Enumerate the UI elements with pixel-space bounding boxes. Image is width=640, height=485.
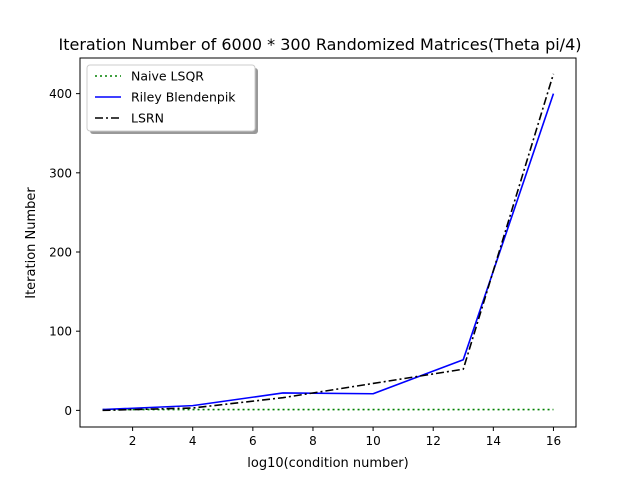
x-tick-label: 2 xyxy=(129,434,137,448)
legend: Naive LSQR Riley Blendenpik LSRN xyxy=(86,64,258,134)
legend-label: Naive LSQR xyxy=(131,69,204,84)
x-tick-label: 10 xyxy=(365,434,380,448)
x-axis-label: log10(condition number) xyxy=(247,456,408,471)
x-tick-label: 14 xyxy=(486,434,501,448)
legend-label: Riley Blendenpik xyxy=(131,90,236,105)
x-axis: 2 4 6 8 10 12 14 16 xyxy=(129,427,561,448)
series-line xyxy=(102,73,555,412)
y-tick-label: 100 xyxy=(49,325,72,339)
x-tick-label: 12 xyxy=(426,434,441,448)
plot-area xyxy=(102,73,555,412)
axes-frame xyxy=(79,57,577,428)
x-tick-label: 16 xyxy=(546,434,561,448)
y-tick-label: 300 xyxy=(49,166,72,180)
y-tick-label: 0 xyxy=(64,404,72,418)
y-axis: 0 100 200 300 400 xyxy=(49,87,80,418)
legend-label: LSRN xyxy=(131,111,164,126)
series-line xyxy=(102,93,555,411)
chart-title: Iteration Number of 6000 * 300 Randomize… xyxy=(59,35,582,54)
x-tick-label: 8 xyxy=(309,434,317,448)
y-tick-label: 400 xyxy=(49,87,72,101)
legend-box xyxy=(86,64,256,132)
x-tick-label: 6 xyxy=(249,434,257,448)
x-tick-label: 4 xyxy=(189,434,197,448)
y-tick-label: 200 xyxy=(49,246,72,260)
y-axis-label: Iteration Number xyxy=(24,187,39,299)
